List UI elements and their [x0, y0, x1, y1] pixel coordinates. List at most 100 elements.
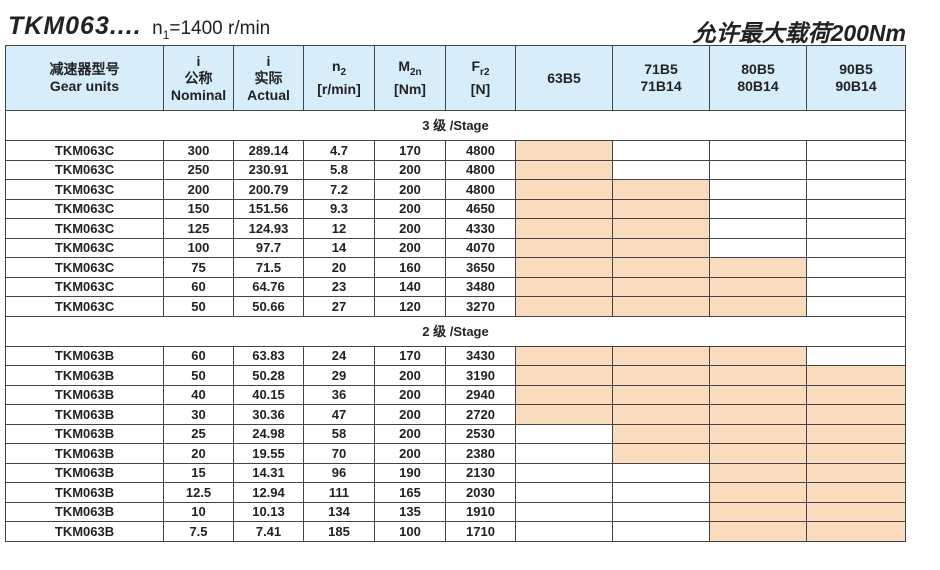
cell-n2: 9.3	[303, 198, 375, 219]
cell-unit: TKM063B	[5, 345, 164, 366]
motor-compat-cell	[612, 365, 710, 386]
cell-n2: 7.2	[303, 179, 375, 200]
cell-m2n: 200	[374, 423, 446, 444]
table-row: TKM063B 50 50.28 29 200 3190	[5, 365, 906, 386]
model-series: TKM063....	[8, 12, 142, 40]
cell-n2: 29	[303, 365, 375, 386]
cell-m2n: 140	[374, 276, 446, 297]
cell-actual: 50.28	[233, 365, 304, 386]
cell-unit: TKM063C	[5, 257, 164, 278]
motor-compat-cell	[515, 140, 613, 161]
motor-compat-cell	[612, 482, 710, 503]
motor-compat-cell	[806, 521, 906, 542]
cell-actual: 97.7	[233, 237, 304, 258]
stage-label: 2 级 /Stage	[5, 315, 906, 347]
cell-fr2: 4800	[445, 159, 516, 180]
table-row: TKM063B 40 40.15 36 200 2940	[5, 384, 906, 405]
cell-actual: 12.94	[233, 482, 304, 503]
cell-n2: 27	[303, 296, 375, 317]
col-i-actual: i 实际 Actual	[233, 45, 304, 111]
motor-compat-cell	[709, 404, 807, 425]
cell-nominal: 60	[163, 345, 234, 366]
motor-compat-cell	[612, 521, 710, 542]
cell-nominal: 40	[163, 384, 234, 405]
cell-actual: 200.79	[233, 179, 304, 200]
col-n2: n2 [r/min]	[303, 45, 375, 111]
cell-fr2: 2530	[445, 423, 516, 444]
cell-m2n: 165	[374, 482, 446, 503]
cell-nominal: 200	[163, 179, 234, 200]
col-i-nominal: i 公称 Nominal	[163, 45, 234, 111]
motor-compat-cell	[515, 423, 613, 444]
cell-fr2: 1710	[445, 521, 516, 542]
cell-unit: TKM063B	[5, 423, 164, 444]
cell-unit: TKM063C	[5, 140, 164, 161]
motor-compat-cell	[612, 198, 710, 219]
cell-m2n: 120	[374, 296, 446, 317]
cell-m2n: 200	[374, 365, 446, 386]
cell-unit: TKM063B	[5, 365, 164, 386]
table-row: TKM063C 250 230.91 5.8 200 4800	[5, 159, 906, 180]
cell-fr2: 3650	[445, 257, 516, 278]
motor-compat-cell	[515, 462, 613, 483]
cell-n2: 47	[303, 404, 375, 425]
speed-subscript: 1	[162, 27, 170, 42]
cell-unit: TKM063B	[5, 462, 164, 483]
motor-compat-cell	[806, 482, 906, 503]
motor-compat-cell	[806, 404, 906, 425]
motor-compat-cell	[709, 365, 807, 386]
table-row: TKM063C 75 71.5 20 160 3650	[5, 257, 906, 278]
cell-nominal: 10	[163, 501, 234, 522]
motor-compat-cell	[709, 257, 807, 278]
cell-actual: 289.14	[233, 140, 304, 161]
cell-m2n: 170	[374, 140, 446, 161]
motor-compat-cell	[612, 423, 710, 444]
cell-fr2: 3430	[445, 345, 516, 366]
cell-m2n: 200	[374, 404, 446, 425]
stage-label: 3 级 /Stage	[5, 110, 906, 141]
motor-compat-cell	[515, 365, 613, 386]
cell-nominal: 12.5	[163, 482, 234, 503]
motor-compat-cell	[515, 404, 613, 425]
cell-m2n: 200	[374, 179, 446, 200]
cell-actual: 10.13	[233, 501, 304, 522]
cell-fr2: 2380	[445, 443, 516, 464]
table-row: TKM063B 7.5 7.41 185 100 1710	[5, 521, 906, 542]
cell-fr2: 2030	[445, 482, 516, 503]
motor-compat-cell	[612, 276, 710, 297]
cell-m2n: 100	[374, 521, 446, 542]
motor-compat-cell	[709, 159, 807, 180]
motor-compat-cell	[612, 462, 710, 483]
cell-n2: 24	[303, 345, 375, 366]
motor-compat-cell	[806, 140, 906, 161]
motor-compat-cell	[515, 384, 613, 405]
motor-compat-cell	[612, 501, 710, 522]
motor-compat-cell	[806, 179, 906, 200]
table-row: TKM063C 50 50.66 27 120 3270	[5, 296, 906, 317]
motor-compat-cell	[515, 501, 613, 522]
header-row: 减速器型号 Gear units i 公称 Nominal i 实际 Actual n2[…	[5, 45, 906, 111]
motor-compat-cell	[515, 345, 613, 366]
motor-compat-cell	[709, 482, 807, 503]
motor-compat-cell	[612, 179, 710, 200]
cell-m2n: 200	[374, 443, 446, 464]
motor-compat-cell	[515, 237, 613, 258]
motor-compat-cell	[709, 198, 807, 219]
cell-unit: TKM063C	[5, 276, 164, 297]
cell-actual: 7.41	[233, 521, 304, 542]
cell-n2: 20	[303, 257, 375, 278]
cell-n2: 12	[303, 218, 375, 239]
cell-unit: TKM063C	[5, 237, 164, 258]
cell-actual: 30.36	[233, 404, 304, 425]
cell-n2: 14	[303, 237, 375, 258]
cell-nominal: 300	[163, 140, 234, 161]
cell-n2: 111	[303, 482, 375, 503]
motor-compat-cell	[806, 345, 906, 366]
cell-m2n: 200	[374, 237, 446, 258]
motor-compat-cell	[515, 218, 613, 239]
cell-m2n: 200	[374, 218, 446, 239]
cell-fr2: 3270	[445, 296, 516, 317]
cell-unit: TKM063C	[5, 198, 164, 219]
table-row: TKM063B 15 14.31 96 190 2130	[5, 462, 906, 483]
cell-unit: TKM063C	[5, 218, 164, 239]
